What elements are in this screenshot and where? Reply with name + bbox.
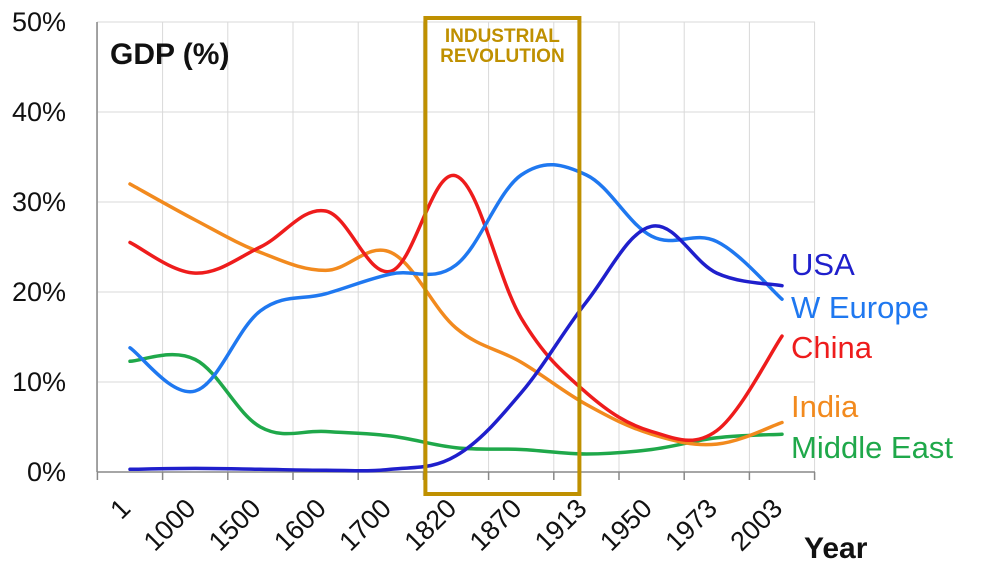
y-tick-labels: 0% 10% 20% 30% 40% 50% xyxy=(12,7,66,487)
x-axis-title: Year xyxy=(804,532,868,565)
x-tick-labels: 1 1000 1500 1600 1700 1820 1870 1913 1950 1973 200… xyxy=(104,493,788,557)
industrial-revolution-label-line1: INDUSTRIAL xyxy=(445,26,560,47)
gridlines xyxy=(96,21,816,472)
x-tick-label: 1913 xyxy=(529,493,593,557)
series-line-usa xyxy=(128,224,784,473)
y-tick-label: 30% xyxy=(12,187,66,217)
x-tick-label: 1500 xyxy=(203,493,267,557)
y-tick-label: 20% xyxy=(12,277,66,307)
y-axis-title: GDP (%) xyxy=(110,38,229,71)
x-tick-label: 1870 xyxy=(464,493,528,557)
y-tick-label: 10% xyxy=(12,367,66,397)
x-tick-label: 1000 xyxy=(138,493,202,557)
series-label-usa: USA xyxy=(791,247,855,282)
y-tick-label: 50% xyxy=(12,7,66,37)
x-tick-label: 1600 xyxy=(268,493,332,557)
series-label-china: China xyxy=(791,330,873,365)
x-tick-label: 1 xyxy=(104,493,136,525)
industrial-revolution-label-line2: REVOLUTION xyxy=(440,46,565,67)
y-tick-label: 0% xyxy=(27,457,66,487)
series-line-india xyxy=(128,182,784,447)
series-line-middle-east xyxy=(128,352,784,456)
industrial-revolution-box xyxy=(423,16,582,496)
series-label-w-europe: W Europe xyxy=(791,290,929,325)
industrial-revolution-annotation: INDUSTRIAL REVOLUTION xyxy=(423,16,582,496)
series-labels: USA W Europe China India Middle East xyxy=(791,247,953,465)
series-lines xyxy=(128,162,784,473)
axes xyxy=(96,22,816,480)
x-tick-label: 1700 xyxy=(333,493,397,557)
series-label-india: India xyxy=(791,389,859,424)
x-tick-label: 1950 xyxy=(594,493,658,557)
x-tick-label: 1820 xyxy=(399,493,463,557)
x-tick-label: 1973 xyxy=(659,493,723,557)
x-tick-label: 2003 xyxy=(725,493,789,557)
series-label-middle-east: Middle East xyxy=(791,430,953,465)
y-tick-label: 40% xyxy=(12,97,66,127)
series-line-w-europe xyxy=(128,162,784,394)
series-line-china xyxy=(128,173,784,443)
